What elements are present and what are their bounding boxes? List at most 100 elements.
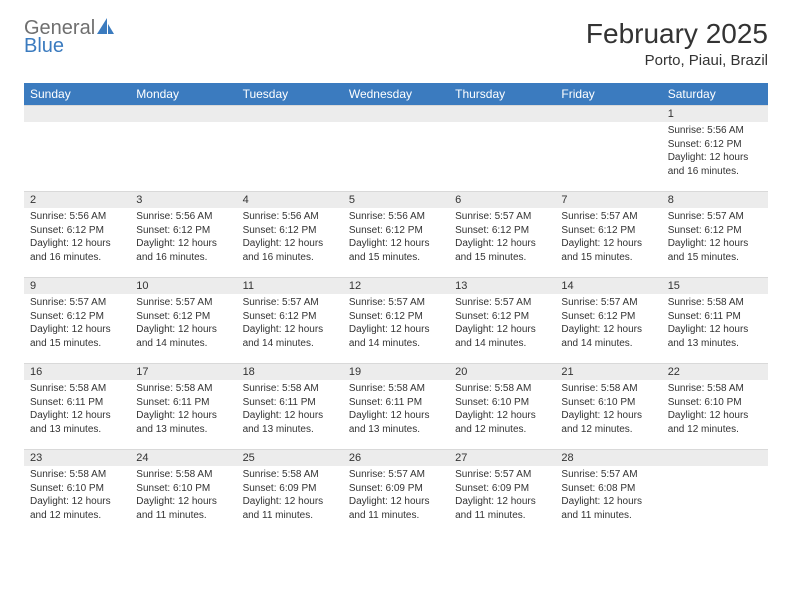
day-number: 14 xyxy=(555,277,661,294)
sunset-text: Sunset: 6:12 PM xyxy=(455,310,549,324)
sunset-text: Sunset: 6:12 PM xyxy=(243,310,337,324)
sunset-text: Sunset: 6:10 PM xyxy=(455,396,549,410)
day-details: Sunrise: 5:58 AMSunset: 6:10 PMDaylight:… xyxy=(130,466,236,528)
sunset-text: Sunset: 6:12 PM xyxy=(136,310,230,324)
day-details xyxy=(24,122,130,130)
day-number: 13 xyxy=(449,277,555,294)
sunset-text: Sunset: 6:12 PM xyxy=(561,310,655,324)
daylight-text: Daylight: 12 hours and 14 minutes. xyxy=(349,323,443,350)
calendar-week-row: 2Sunrise: 5:56 AMSunset: 6:12 PMDaylight… xyxy=(24,191,768,277)
sunrise-text: Sunrise: 5:58 AM xyxy=(243,382,337,396)
day-number: 2 xyxy=(24,191,130,208)
sunset-text: Sunset: 6:12 PM xyxy=(668,138,762,152)
daylight-text: Daylight: 12 hours and 14 minutes. xyxy=(136,323,230,350)
day-number: 23 xyxy=(24,449,130,466)
day-details: Sunrise: 5:56 AMSunset: 6:12 PMDaylight:… xyxy=(662,122,768,184)
day-details: Sunrise: 5:58 AMSunset: 6:11 PMDaylight:… xyxy=(343,380,449,442)
day-number xyxy=(130,105,236,122)
daylight-text: Daylight: 12 hours and 14 minutes. xyxy=(243,323,337,350)
calendar-day-cell: 28Sunrise: 5:57 AMSunset: 6:08 PMDayligh… xyxy=(555,449,661,535)
sunset-text: Sunset: 6:10 PM xyxy=(668,396,762,410)
day-number xyxy=(662,449,768,466)
calendar-day-cell: 27Sunrise: 5:57 AMSunset: 6:09 PMDayligh… xyxy=(449,449,555,535)
sunrise-text: Sunrise: 5:57 AM xyxy=(455,210,549,224)
calendar-day-cell: 21Sunrise: 5:58 AMSunset: 6:10 PMDayligh… xyxy=(555,363,661,449)
day-details: Sunrise: 5:58 AMSunset: 6:11 PMDaylight:… xyxy=(662,294,768,356)
day-number: 10 xyxy=(130,277,236,294)
day-details: Sunrise: 5:57 AMSunset: 6:12 PMDaylight:… xyxy=(449,294,555,356)
calendar-day-cell: 18Sunrise: 5:58 AMSunset: 6:11 PMDayligh… xyxy=(237,363,343,449)
day-number: 21 xyxy=(555,363,661,380)
daylight-text: Daylight: 12 hours and 13 minutes. xyxy=(349,409,443,436)
sunrise-text: Sunrise: 5:58 AM xyxy=(455,382,549,396)
sunrise-text: Sunrise: 5:57 AM xyxy=(243,296,337,310)
sunset-text: Sunset: 6:12 PM xyxy=(243,224,337,238)
daylight-text: Daylight: 12 hours and 13 minutes. xyxy=(30,409,124,436)
calendar-week-row: 16Sunrise: 5:58 AMSunset: 6:11 PMDayligh… xyxy=(24,363,768,449)
daylight-text: Daylight: 12 hours and 13 minutes. xyxy=(668,323,762,350)
day-details: Sunrise: 5:57 AMSunset: 6:12 PMDaylight:… xyxy=(343,294,449,356)
sunrise-text: Sunrise: 5:58 AM xyxy=(30,382,124,396)
sunrise-text: Sunrise: 5:58 AM xyxy=(668,382,762,396)
calendar-day-cell: 22Sunrise: 5:58 AMSunset: 6:10 PMDayligh… xyxy=(662,363,768,449)
sunrise-text: Sunrise: 5:56 AM xyxy=(349,210,443,224)
day-number: 26 xyxy=(343,449,449,466)
sunset-text: Sunset: 6:10 PM xyxy=(561,396,655,410)
daylight-text: Daylight: 12 hours and 14 minutes. xyxy=(455,323,549,350)
day-number xyxy=(555,105,661,122)
day-details: Sunrise: 5:57 AMSunset: 6:12 PMDaylight:… xyxy=(237,294,343,356)
day-number: 12 xyxy=(343,277,449,294)
day-details: Sunrise: 5:57 AMSunset: 6:12 PMDaylight:… xyxy=(662,208,768,270)
weekday-header: Saturday xyxy=(662,83,768,105)
sunset-text: Sunset: 6:10 PM xyxy=(30,482,124,496)
day-details: Sunrise: 5:58 AMSunset: 6:10 PMDaylight:… xyxy=(449,380,555,442)
sunset-text: Sunset: 6:12 PM xyxy=(561,224,655,238)
sunset-text: Sunset: 6:12 PM xyxy=(30,224,124,238)
day-details: Sunrise: 5:57 AMSunset: 6:12 PMDaylight:… xyxy=(555,208,661,270)
sunset-text: Sunset: 6:12 PM xyxy=(349,224,443,238)
weekday-header: Monday xyxy=(130,83,236,105)
sunset-text: Sunset: 6:11 PM xyxy=(349,396,443,410)
weekday-header-row: Sunday Monday Tuesday Wednesday Thursday… xyxy=(24,83,768,105)
sunrise-text: Sunrise: 5:56 AM xyxy=(243,210,337,224)
day-number: 9 xyxy=(24,277,130,294)
sunrise-text: Sunrise: 5:57 AM xyxy=(561,296,655,310)
sunrise-text: Sunrise: 5:57 AM xyxy=(455,296,549,310)
sunrise-text: Sunrise: 5:56 AM xyxy=(30,210,124,224)
day-number: 25 xyxy=(237,449,343,466)
calendar-day-cell: 26Sunrise: 5:57 AMSunset: 6:09 PMDayligh… xyxy=(343,449,449,535)
calendar-day-cell: 9Sunrise: 5:57 AMSunset: 6:12 PMDaylight… xyxy=(24,277,130,363)
calendar-day-cell xyxy=(237,105,343,191)
day-number: 3 xyxy=(130,191,236,208)
day-number xyxy=(24,105,130,122)
calendar-day-cell xyxy=(24,105,130,191)
day-details: Sunrise: 5:56 AMSunset: 6:12 PMDaylight:… xyxy=(343,208,449,270)
day-details xyxy=(449,122,555,130)
sunrise-text: Sunrise: 5:58 AM xyxy=(30,468,124,482)
day-details: Sunrise: 5:56 AMSunset: 6:12 PMDaylight:… xyxy=(237,208,343,270)
day-details: Sunrise: 5:56 AMSunset: 6:12 PMDaylight:… xyxy=(24,208,130,270)
sunrise-text: Sunrise: 5:56 AM xyxy=(136,210,230,224)
sunrise-text: Sunrise: 5:57 AM xyxy=(30,296,124,310)
day-details xyxy=(237,122,343,130)
calendar-day-cell xyxy=(449,105,555,191)
sail-icon xyxy=(97,18,115,38)
day-number: 8 xyxy=(662,191,768,208)
calendar-day-cell: 17Sunrise: 5:58 AMSunset: 6:11 PMDayligh… xyxy=(130,363,236,449)
calendar-day-cell: 16Sunrise: 5:58 AMSunset: 6:11 PMDayligh… xyxy=(24,363,130,449)
day-number xyxy=(449,105,555,122)
sunrise-text: Sunrise: 5:58 AM xyxy=(136,468,230,482)
day-details: Sunrise: 5:57 AMSunset: 6:12 PMDaylight:… xyxy=(130,294,236,356)
daylight-text: Daylight: 12 hours and 11 minutes. xyxy=(455,495,549,522)
day-details: Sunrise: 5:58 AMSunset: 6:11 PMDaylight:… xyxy=(130,380,236,442)
day-number: 11 xyxy=(237,277,343,294)
month-title: February 2025 xyxy=(586,18,768,50)
weekday-header: Tuesday xyxy=(237,83,343,105)
day-details: Sunrise: 5:57 AMSunset: 6:09 PMDaylight:… xyxy=(343,466,449,528)
brand-word2: Blue xyxy=(24,36,115,56)
header: General Blue February 2025 Porto, Piaui,… xyxy=(24,18,768,69)
sunset-text: Sunset: 6:12 PM xyxy=(349,310,443,324)
sunrise-text: Sunrise: 5:57 AM xyxy=(349,468,443,482)
day-details: Sunrise: 5:58 AMSunset: 6:11 PMDaylight:… xyxy=(24,380,130,442)
day-details xyxy=(130,122,236,130)
